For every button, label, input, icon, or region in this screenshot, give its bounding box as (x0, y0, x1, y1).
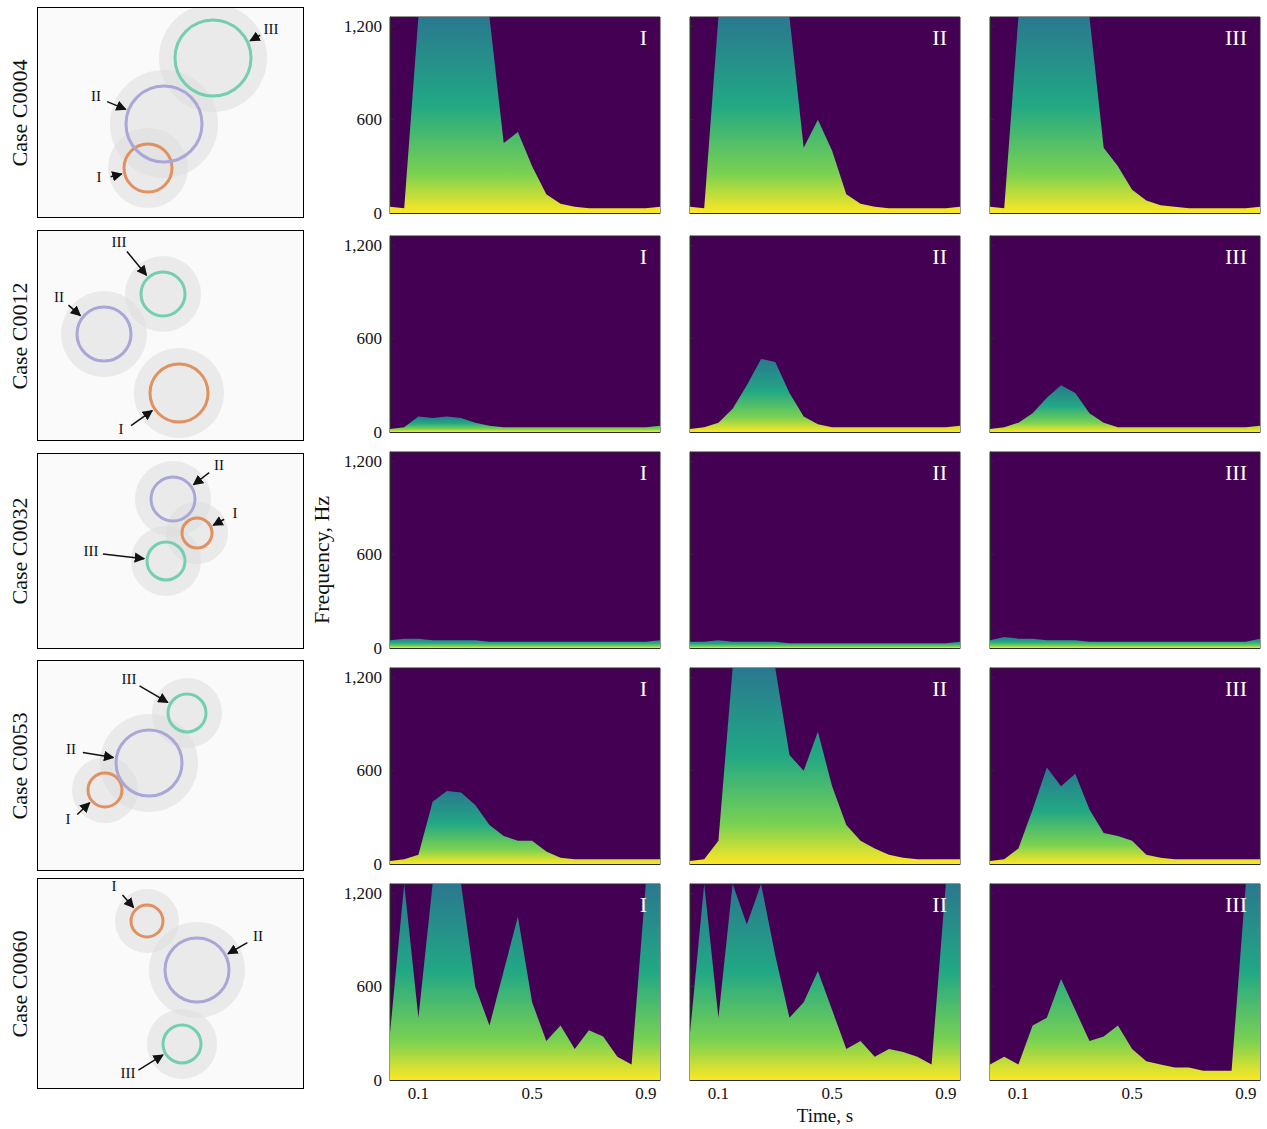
html-text:Case C0053: Case C0053 (7, 712, 32, 819)
svg-text:0.9: 0.9 (935, 1084, 956, 1103)
svg-text:0.1: 0.1 (1008, 1084, 1029, 1103)
svg-text:I: I (640, 25, 647, 50)
svg-text:1,200: 1,200 (344, 668, 382, 687)
svg-text:0.1: 0.1 (708, 1084, 729, 1103)
svg-text:II: II (214, 457, 224, 473)
svg-text:I: I (112, 879, 117, 894)
svg-text:I: I (640, 676, 647, 701)
svg-text:I: I (640, 244, 647, 269)
svg-text:600: 600 (357, 977, 383, 996)
svg-text:600: 600 (357, 110, 383, 129)
html-text:Case C0060: Case C0060 (7, 930, 32, 1037)
svg-text:III: III (121, 1065, 136, 1081)
svg-text:0.5: 0.5 (1121, 1084, 1142, 1103)
svg-text:I: I (233, 505, 238, 521)
svg-text:III: III (112, 234, 127, 250)
svg-text:III: III (1225, 892, 1247, 917)
svg-text:III: III (122, 671, 137, 687)
html-text:Case C0032: Case C0032 (7, 497, 32, 605)
svg-text:II: II (54, 289, 64, 305)
svg-text:I: I (66, 811, 71, 827)
svg-text:II: II (932, 676, 947, 701)
svg-text:I: I (119, 421, 124, 437)
svg-text:I: I (97, 169, 102, 185)
svg-text:III: III (84, 543, 99, 559)
svg-text:1,200: 1,200 (344, 17, 382, 36)
svg-text:1,200: 1,200 (344, 452, 382, 471)
svg-text:III: III (264, 21, 279, 37)
svg-text:I: I (640, 460, 647, 485)
svg-text:II: II (932, 892, 947, 917)
html-text:Frequency, Hz: Frequency, Hz (309, 496, 334, 624)
svg-text:II: II (91, 88, 101, 104)
html-text:Case C0004: Case C0004 (7, 59, 32, 166)
svg-text:600: 600 (357, 761, 383, 780)
svg-text:II: II (932, 244, 947, 269)
svg-text:600: 600 (357, 329, 383, 348)
svg-text:0.9: 0.9 (1235, 1084, 1256, 1103)
svg-text:III: III (1225, 25, 1247, 50)
html-text:Case C0012: Case C0012 (7, 282, 32, 389)
svg-text:0.9: 0.9 (635, 1084, 656, 1103)
svg-text:0.1: 0.1 (408, 1084, 429, 1103)
svg-text:0.5: 0.5 (821, 1084, 842, 1103)
svg-text:1,200: 1,200 (344, 236, 382, 255)
html-text:Time, s: Time, s (796, 1105, 854, 1126)
svg-text:0: 0 (374, 855, 383, 874)
svg-text:II: II (932, 460, 947, 485)
svg-text:0: 0 (374, 639, 383, 658)
svg-text:II: II (253, 928, 263, 944)
svg-text:I: I (640, 892, 647, 917)
svg-text:II: II (66, 741, 76, 757)
svg-text:0: 0 (374, 423, 383, 442)
svg-text:0: 0 (374, 204, 383, 223)
svg-text:III: III (1225, 676, 1247, 701)
svg-text:600: 600 (357, 545, 383, 564)
svg-text:1,200: 1,200 (344, 884, 382, 903)
svg-text:III: III (1225, 460, 1247, 485)
svg-text:III: III (1225, 244, 1247, 269)
svg-text:0.5: 0.5 (521, 1084, 542, 1103)
svg-text:II: II (932, 25, 947, 50)
svg-text:0: 0 (374, 1071, 383, 1090)
